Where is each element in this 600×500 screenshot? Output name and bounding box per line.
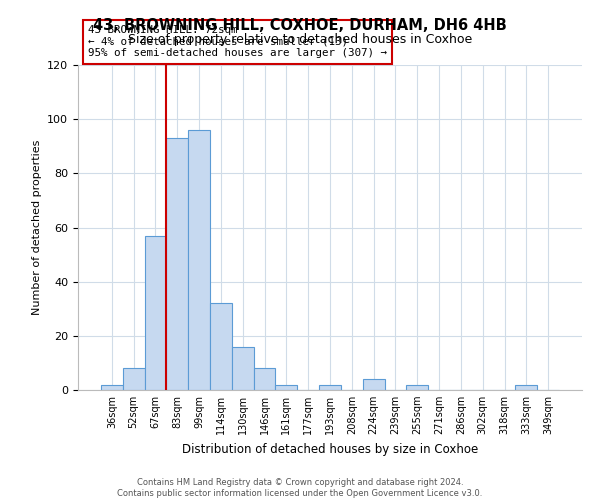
Bar [406, 384, 428, 390]
Bar [363, 379, 385, 390]
Text: 43 BROWNING HILL: 72sqm
← 4% of detached houses are smaller (13)
95% of semi-det: 43 BROWNING HILL: 72sqm ← 4% of detached… [88, 26, 387, 58]
Text: Size of property relative to detached houses in Coxhoe: Size of property relative to detached ho… [128, 32, 472, 46]
Bar [123, 368, 145, 390]
Bar [145, 236, 166, 390]
Bar [101, 384, 123, 390]
X-axis label: Distribution of detached houses by size in Coxhoe: Distribution of detached houses by size … [182, 442, 478, 456]
Text: Contains HM Land Registry data © Crown copyright and database right 2024.
Contai: Contains HM Land Registry data © Crown c… [118, 478, 482, 498]
Bar [254, 368, 275, 390]
Bar [275, 384, 297, 390]
Bar [210, 304, 232, 390]
Y-axis label: Number of detached properties: Number of detached properties [32, 140, 41, 315]
Bar [166, 138, 188, 390]
Bar [319, 384, 341, 390]
Bar [515, 384, 537, 390]
Bar [188, 130, 210, 390]
Text: 43, BROWNING HILL, COXHOE, DURHAM, DH6 4HB: 43, BROWNING HILL, COXHOE, DURHAM, DH6 4… [93, 18, 507, 32]
Bar [232, 346, 254, 390]
